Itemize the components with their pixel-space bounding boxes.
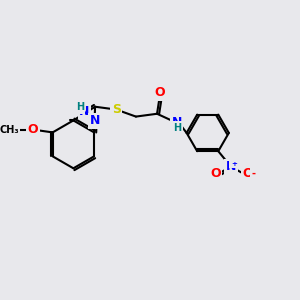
Text: N: N <box>79 105 89 118</box>
Text: H: H <box>173 123 181 133</box>
Text: -: - <box>251 169 256 179</box>
Text: N: N <box>89 115 100 128</box>
Text: O: O <box>242 167 253 180</box>
Text: O: O <box>210 167 221 180</box>
Text: O: O <box>154 86 165 99</box>
Text: S: S <box>112 103 121 116</box>
Text: N: N <box>172 116 182 129</box>
Text: O: O <box>28 123 38 136</box>
Text: N: N <box>226 160 236 173</box>
Text: H: H <box>76 102 84 112</box>
Text: CH₃: CH₃ <box>0 124 19 135</box>
Text: +: + <box>231 161 237 167</box>
